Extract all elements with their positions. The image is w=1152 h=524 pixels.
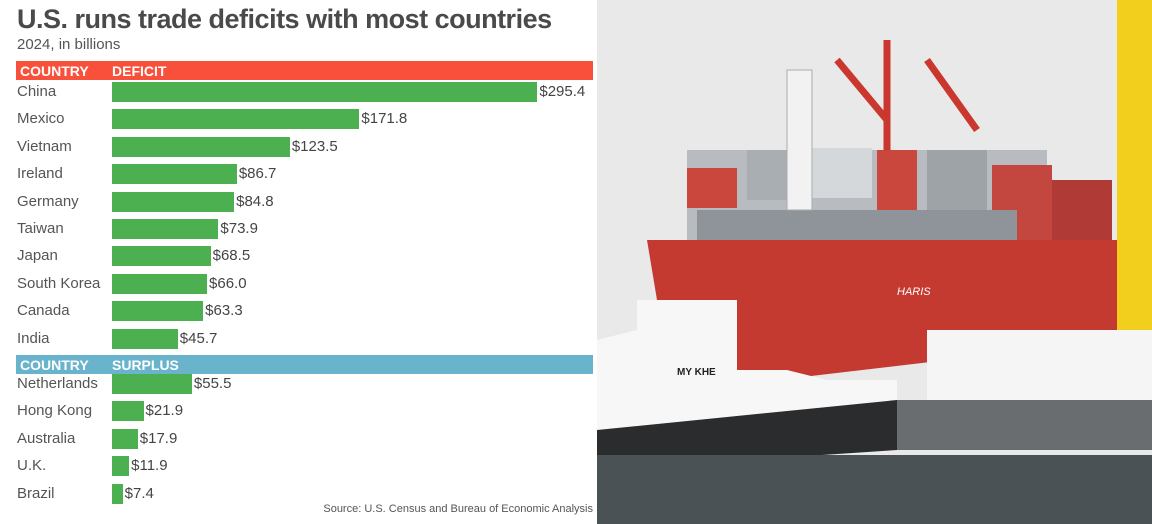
value-label: $68.5 [212,247,251,265]
value-label: $123.5 [291,137,338,155]
trade-chart: U.S. runs trade deficits with most count… [16,4,593,515]
category-label: Australia [17,429,76,447]
category-label: Japan [17,247,58,265]
category-label: Vietnam [17,137,72,155]
value-label: $21.9 [145,402,184,420]
bar [112,191,235,212]
category-label: Canada [17,302,70,320]
bar [112,328,178,349]
bar [112,136,290,157]
category-label: U.K. [17,457,47,475]
value-label: $66.0 [209,274,247,292]
header-value: DEFICIT [112,63,167,79]
bar [112,401,144,422]
header-country: COUNTRY [20,63,89,79]
tug-name: MY KHE [677,367,716,378]
deficit-header: COUNTRY DEFICIT [16,61,593,80]
bar [112,109,360,130]
category-label: Ireland [17,165,63,183]
header-value: SURPLUS [112,357,179,373]
chart-subtitle: 2024, in billions [17,36,121,53]
bar [112,164,237,185]
category-label: Hong Kong [17,402,93,420]
bar [112,82,538,102]
bar [112,428,138,449]
category-label: Germany [17,192,79,210]
water [597,455,1152,524]
bar [112,246,211,267]
header-country: COUNTRY [20,357,89,373]
chart-source: Source: U.S. Census and Bureau of Econom… [323,503,593,515]
ship-name: HARIS [897,286,931,298]
category-label: Mexico [17,110,65,128]
container-ship-photo: HARIS MY KHE [597,0,1152,524]
bar [112,374,192,394]
value-label: $171.8 [361,110,408,128]
bar [112,273,208,294]
bar [112,219,219,239]
value-label: $295.4 [539,83,586,100]
value-label: $55.5 [193,375,232,392]
value-label: $86.7 [238,165,277,183]
dock-crane [1117,0,1152,340]
value-label: $84.8 [236,192,274,210]
bar [112,456,130,477]
value-label: $63.3 [205,302,243,320]
value-label: $73.9 [220,220,258,237]
value-label: $17.9 [139,429,178,447]
category-label: Brazil [17,484,55,502]
bar [112,483,123,504]
surplus-header: COUNTRY SURPLUS [16,355,593,374]
category-label: Netherlands [17,375,98,392]
category-label: Taiwan [17,220,64,237]
bar [112,301,204,322]
ship-cranes [834,40,980,150]
chart-title: U.S. runs trade deficits with most count… [17,4,552,34]
value-label: $11.9 [131,457,168,475]
category-label: India [17,329,50,347]
category-label: China [17,83,57,100]
category-label: South Korea [17,274,101,292]
value-label: $7.4 [124,484,154,502]
value-label: $45.7 [179,329,218,347]
